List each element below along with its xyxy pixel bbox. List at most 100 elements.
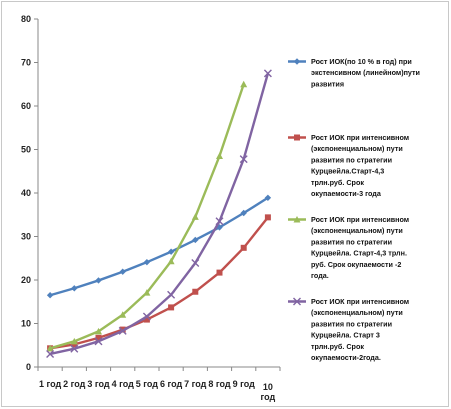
data-point bbox=[46, 349, 55, 358]
marker-stroke bbox=[142, 312, 151, 321]
legend-label-line: развития по стратегии bbox=[311, 319, 392, 328]
data-point bbox=[46, 344, 54, 352]
x-tick-label: 3 год bbox=[87, 379, 110, 389]
legend-marker bbox=[293, 216, 301, 223]
data-point bbox=[264, 194, 272, 201]
x-tick-label: 2 год bbox=[63, 379, 86, 389]
legend-label-line: экстенсивном (линейном)пути bbox=[311, 68, 420, 77]
legend-label: Рост ИОК(по 10 % в год) при экстенсивном … bbox=[311, 57, 420, 88]
marker-stroke bbox=[118, 326, 127, 335]
legend-label-line: руб. Срок окупаемости -2 bbox=[311, 260, 401, 269]
data-point bbox=[167, 248, 175, 255]
legend-label-line: (экспоненциальном) пути bbox=[311, 308, 403, 317]
data-point bbox=[71, 285, 78, 292]
y-tick-label: 20 bbox=[21, 275, 31, 285]
data-point bbox=[191, 259, 200, 268]
data-point bbox=[216, 152, 223, 160]
legend-label-line: (экспоненциальном) пути bbox=[311, 226, 403, 235]
data-point bbox=[192, 288, 199, 295]
legend-label: Рост ИОК при интенсивном (экспоненциально… bbox=[311, 133, 409, 198]
legend-label: Рост ИОК при интенсивном (экспоненциально… bbox=[311, 215, 409, 280]
data-point bbox=[192, 236, 199, 244]
legend-label-line: Курцвейла. Старт 3 bbox=[311, 331, 380, 340]
data-point bbox=[240, 209, 247, 217]
series-line bbox=[49, 83, 245, 350]
legend-label-line: окупаемости-3 года bbox=[311, 189, 382, 198]
data-point bbox=[240, 80, 248, 88]
data-point bbox=[71, 341, 78, 348]
legend-label-line: Рост ИОК при интенсивном bbox=[311, 215, 409, 224]
y-tick-label: 40 bbox=[21, 188, 31, 198]
data-point bbox=[191, 213, 199, 220]
legend-marker bbox=[294, 134, 300, 141]
series-layer bbox=[46, 69, 272, 358]
legend-item-3: Рост ИОК при интенсивном (экспоненциально… bbox=[288, 215, 409, 280]
data-point bbox=[119, 268, 126, 275]
y-tick-label: 30 bbox=[21, 232, 31, 242]
data-point bbox=[95, 327, 102, 335]
legend-marker bbox=[293, 297, 301, 306]
data-point bbox=[168, 304, 175, 311]
y-tick-label: 10 bbox=[21, 319, 31, 329]
series-1 bbox=[46, 194, 272, 299]
legend-label-line: Курцвейла.Старт-4,3 bbox=[311, 167, 384, 176]
series-4 bbox=[46, 69, 272, 358]
legend-label-line: года. bbox=[311, 271, 329, 280]
x-tick-label: 7 год bbox=[184, 379, 207, 389]
x-tick-label: 1 год bbox=[39, 379, 62, 389]
data-point bbox=[118, 326, 127, 335]
y-tick-label: 80 bbox=[21, 14, 31, 24]
data-point bbox=[95, 277, 102, 284]
y-tick-label: 0 bbox=[26, 362, 31, 372]
data-point bbox=[142, 312, 151, 321]
data-point bbox=[70, 344, 79, 353]
marker-stroke bbox=[293, 297, 301, 306]
data-point bbox=[143, 316, 150, 323]
data-point bbox=[240, 244, 247, 251]
legend-label-line: (экспоненциальном) пути bbox=[311, 144, 403, 153]
legend-label-line: Рост ИОК при интенсивном bbox=[311, 133, 409, 142]
data-point bbox=[264, 214, 271, 221]
data-point bbox=[46, 292, 54, 299]
axes: 0 10 20 30 40 50 60 70 80 1 год 2 год 3 год 4 год 5 г… bbox=[21, 14, 281, 402]
legend: Рост ИОК(по 10 % в год) при экстенсивном … bbox=[288, 57, 420, 362]
marker-stroke bbox=[215, 217, 224, 226]
x-tick-label: 5 год bbox=[136, 379, 159, 389]
legend-label-line: трлн.руб. Срок bbox=[311, 342, 364, 351]
data-point bbox=[143, 258, 151, 266]
marker-stroke bbox=[263, 69, 272, 78]
series-line bbox=[49, 73, 270, 356]
y-tick-label: 50 bbox=[21, 145, 31, 155]
x-tick-label: 6 год bbox=[160, 379, 183, 389]
data-point bbox=[167, 290, 176, 299]
series-3 bbox=[46, 80, 248, 352]
legend-label-line: развития по стратегии bbox=[311, 155, 392, 164]
legend-label-line: окупаемости-2года. bbox=[311, 353, 381, 362]
legend-item-2: Рост ИОК при интенсивном (экспоненциально… bbox=[288, 133, 409, 198]
data-point bbox=[239, 155, 248, 164]
legend-marker bbox=[293, 58, 301, 65]
data-point bbox=[216, 224, 223, 231]
legend-label-line: Рост ИОК(по 10 % в год) при bbox=[311, 57, 412, 66]
data-point bbox=[70, 337, 78, 345]
series-line bbox=[49, 196, 269, 297]
legend-label-line: трлн.руб. Срок bbox=[311, 178, 364, 187]
data-point bbox=[215, 217, 224, 226]
data-point bbox=[216, 269, 223, 276]
marker-stroke bbox=[46, 349, 55, 358]
x-tick-label: 10 bbox=[263, 382, 273, 392]
y-tick-label: 70 bbox=[21, 58, 31, 68]
legend-label: Рост ИОК при интенсивном (экспоненциально… bbox=[311, 297, 409, 362]
legend-item-1: Рост ИОК(по 10 % в год) при экстенсивном … bbox=[288, 57, 420, 88]
data-point bbox=[95, 334, 102, 341]
data-point bbox=[119, 311, 127, 318]
legend-label-line: Рост ИОК при интенсивном bbox=[311, 297, 409, 306]
legend-label-line: Курцвейла. Старт-4,3 трлн. bbox=[311, 249, 407, 258]
x-tick-label: год bbox=[261, 392, 276, 402]
data-point bbox=[143, 289, 151, 296]
marker-stroke bbox=[191, 259, 200, 268]
y-tick-label: 60 bbox=[21, 101, 31, 111]
legend-item-4: Рост ИОК при интенсивном (экспоненциально… bbox=[288, 297, 409, 362]
